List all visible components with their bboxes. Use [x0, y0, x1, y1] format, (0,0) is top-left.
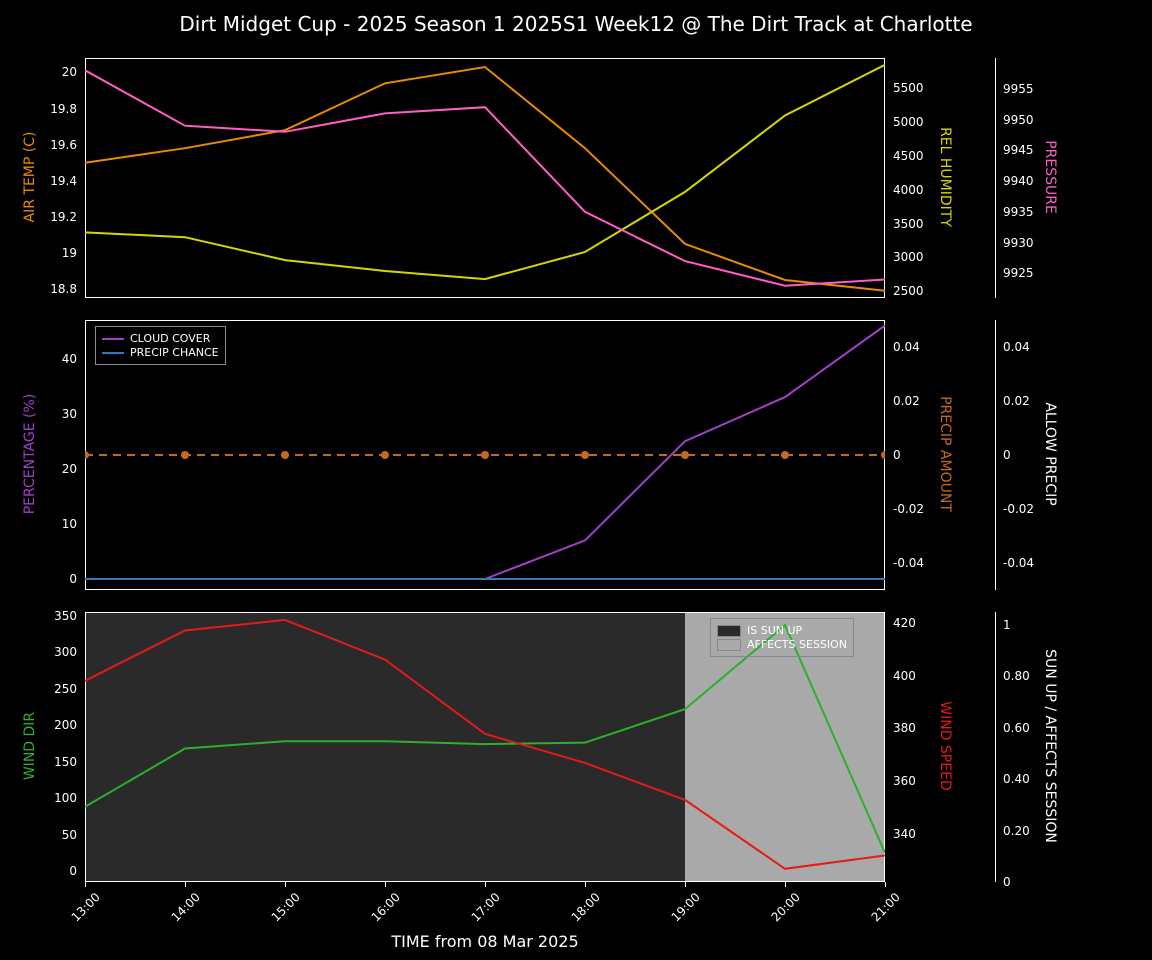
x-tick — [685, 882, 686, 887]
chart-panel-middle — [85, 320, 1135, 590]
x-tick-label: 16:00 — [358, 890, 403, 935]
series-rel_humidity — [85, 65, 885, 279]
tick-label: 2500 — [893, 284, 953, 298]
axis-label: WIND SPEED — [937, 646, 953, 846]
x-tick — [285, 882, 286, 887]
tick-label: 350 — [29, 609, 77, 623]
legend-item: AFFECTS SESSION — [717, 638, 847, 651]
tick-label: 0 — [29, 864, 77, 878]
tick-label: 0 — [1003, 875, 1063, 889]
chart-panel-top — [85, 58, 1135, 298]
marker-precip_amount — [581, 451, 589, 459]
x-tick — [385, 882, 386, 887]
legend-item: IS SUN UP — [717, 624, 847, 637]
marker-precip_amount — [281, 451, 289, 459]
marker-precip_amount — [85, 451, 89, 459]
legend-line — [102, 338, 124, 340]
axis-label: PRESSURE — [1042, 77, 1058, 277]
x-tick — [185, 882, 186, 887]
x-tick-label: 20:00 — [758, 890, 803, 935]
tick-label: -0.04 — [893, 556, 953, 570]
marker-precip_amount — [181, 451, 189, 459]
axis-label: PRECIP AMOUNT — [937, 354, 953, 554]
x-tick — [85, 882, 86, 887]
axis-label: WIND DIR — [22, 646, 38, 846]
x-tick-label: 18:00 — [558, 890, 603, 935]
legend-item: PRECIP CHANCE — [102, 346, 219, 359]
legend-label: IS SUN UP — [747, 624, 802, 637]
legend: CLOUD COVERPRECIP CHANCE — [95, 326, 226, 365]
x-axis-label: TIME from 08 Mar 2025 — [85, 932, 885, 951]
x-tick-label: 17:00 — [458, 890, 503, 935]
x-tick-label: 21:00 — [858, 890, 903, 935]
legend-label: AFFECTS SESSION — [747, 638, 847, 651]
tick-label: 0 — [29, 572, 77, 586]
x-tick — [785, 882, 786, 887]
series-air_temp — [85, 67, 885, 291]
legend-swatch — [717, 639, 741, 651]
axis-label: ALLOW PRECIP — [1042, 354, 1058, 554]
tick-label: 420 — [893, 616, 953, 630]
series-pressure — [85, 70, 885, 285]
legend-label: PRECIP CHANCE — [130, 346, 219, 359]
tick-label: 18.8 — [29, 282, 77, 296]
page-title: Dirt Midget Cup - 2025 Season 1 2025S1 W… — [0, 12, 1152, 36]
chart-panel-bottom — [85, 612, 1135, 882]
right2-spine — [995, 612, 996, 882]
marker-precip_amount — [681, 451, 689, 459]
legend-swatch — [717, 625, 741, 637]
tick-label: 0.04 — [893, 340, 953, 354]
marker-precip_amount — [781, 451, 789, 459]
marker-precip_amount — [381, 451, 389, 459]
axis-label: REL HUMIDITY — [937, 77, 953, 277]
x-tick — [885, 882, 886, 887]
marker-precip_amount — [481, 451, 489, 459]
legend-line — [102, 352, 124, 354]
legend-label: CLOUD COVER — [130, 332, 210, 345]
tick-label: -0.04 — [1003, 556, 1063, 570]
right2-spine — [995, 320, 996, 590]
axis-label: SUN UP / AFFECTS SESSION — [1042, 646, 1058, 846]
x-tick-label: 19:00 — [658, 890, 703, 935]
tick-label: 0.04 — [1003, 340, 1063, 354]
axis-label: PERCENTAGE (%) — [22, 354, 38, 554]
legend: IS SUN UPAFFECTS SESSION — [710, 618, 854, 657]
x-tick — [485, 882, 486, 887]
legend-item: CLOUD COVER — [102, 332, 219, 345]
x-tick-label: 13:00 — [58, 890, 103, 935]
marker-precip_amount — [881, 451, 885, 459]
x-tick-label: 14:00 — [158, 890, 203, 935]
tick-label: 1 — [1003, 618, 1063, 632]
x-tick-label: 15:00 — [258, 890, 303, 935]
right2-spine — [995, 58, 996, 298]
axis-label: AIR TEMP (C) — [22, 77, 38, 277]
x-tick — [585, 882, 586, 887]
